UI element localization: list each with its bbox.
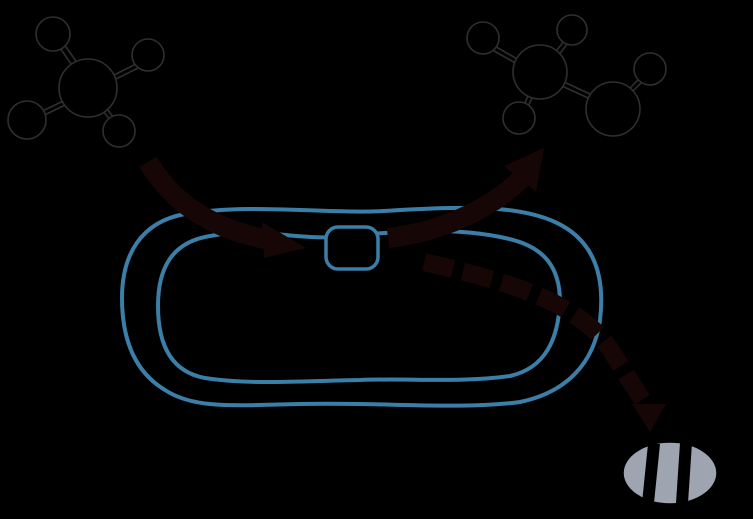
atom [7, 100, 47, 140]
atom [131, 38, 165, 72]
exit-arrow-shaft [386, 170, 530, 248]
exit-arrow [386, 148, 544, 248]
byproduct-arrow-shaft [421, 253, 659, 418]
exit-arrowhead [504, 148, 544, 192]
atom-center [512, 44, 568, 100]
pill-band-right [676, 443, 692, 503]
pill-body [622, 441, 718, 505]
atom [466, 21, 500, 55]
atom [502, 101, 536, 135]
enzyme-box [324, 225, 380, 271]
atom-center [58, 58, 118, 118]
byproduct-arrowhead [632, 404, 666, 432]
outer-membrane [120, 205, 604, 408]
pill-band-left [642, 444, 660, 503]
atom [633, 52, 667, 86]
byproduct-pill [622, 441, 718, 505]
cell [120, 205, 604, 408]
atom [35, 16, 71, 52]
entry-arrow-shaft [139, 156, 272, 250]
product-molecule [466, 14, 667, 137]
atom [556, 14, 588, 46]
atom [585, 81, 641, 137]
byproduct-arrow [421, 253, 666, 432]
inner-membrane [156, 229, 562, 385]
entry-arrow [139, 156, 306, 258]
atom [102, 114, 136, 148]
entry-arrowhead [262, 222, 306, 258]
substrate-molecule [7, 16, 165, 148]
